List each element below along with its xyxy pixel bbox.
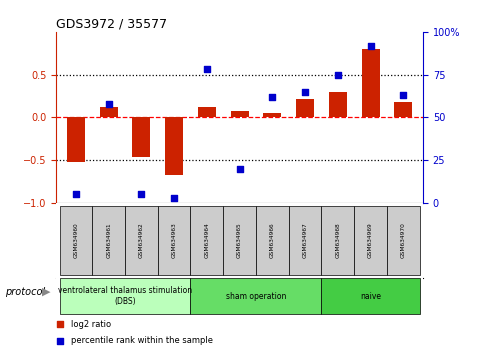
Text: sham operation: sham operation (225, 292, 285, 301)
Bar (190, 206, 223, 274)
Text: GDS3972 / 35577: GDS3972 / 35577 (56, 18, 167, 31)
Bar (296, 98, 313, 117)
Point (366, 43, 374, 48)
Point (268, 94, 276, 99)
Text: ventrolateral thalamus stimulation
(DBS): ventrolateral thalamus stimulation (DBS) (58, 286, 192, 306)
Text: GSM634969: GSM634969 (367, 222, 372, 258)
Bar (321, 206, 353, 274)
Point (56, 322, 63, 327)
Bar (125, 206, 158, 274)
Point (104, 101, 112, 107)
Bar (100, 107, 118, 117)
Text: GSM634963: GSM634963 (171, 222, 176, 258)
Text: ▶: ▶ (41, 287, 50, 297)
Point (72, 192, 80, 197)
Text: GSM634965: GSM634965 (237, 222, 242, 258)
Bar (198, 107, 215, 117)
Bar (190, 278, 321, 314)
Text: GSM634960: GSM634960 (73, 222, 78, 258)
Bar (393, 102, 411, 117)
Bar (158, 206, 190, 274)
Bar (255, 206, 288, 274)
Text: GSM634966: GSM634966 (269, 222, 274, 258)
Bar (92, 206, 125, 274)
Bar (328, 92, 346, 117)
Bar (321, 278, 419, 314)
Bar (361, 49, 379, 117)
Bar (230, 111, 248, 117)
Bar (60, 278, 190, 314)
Bar (67, 117, 85, 162)
Text: naive: naive (359, 292, 380, 301)
Bar (288, 206, 321, 274)
Text: GSM634967: GSM634967 (302, 222, 307, 258)
Text: GSM634962: GSM634962 (139, 222, 143, 258)
Bar (60, 206, 92, 274)
Point (137, 192, 145, 197)
Bar (165, 117, 183, 175)
Text: percentile rank within the sample: percentile rank within the sample (71, 336, 212, 345)
Bar (223, 206, 255, 274)
Point (56, 338, 63, 343)
Bar (386, 206, 419, 274)
Text: protocol: protocol (5, 287, 45, 297)
Text: GSM634961: GSM634961 (106, 222, 111, 258)
Bar (353, 206, 386, 274)
Text: GSM634964: GSM634964 (204, 222, 209, 258)
Point (203, 67, 210, 72)
Bar (263, 113, 281, 117)
Text: GSM634968: GSM634968 (335, 222, 340, 258)
Text: GSM634970: GSM634970 (400, 222, 405, 258)
Point (399, 92, 407, 98)
Bar (132, 117, 150, 158)
Point (170, 195, 178, 200)
Point (333, 72, 341, 78)
Text: log2 ratio: log2 ratio (71, 320, 111, 329)
Point (301, 89, 308, 95)
Point (235, 166, 243, 171)
